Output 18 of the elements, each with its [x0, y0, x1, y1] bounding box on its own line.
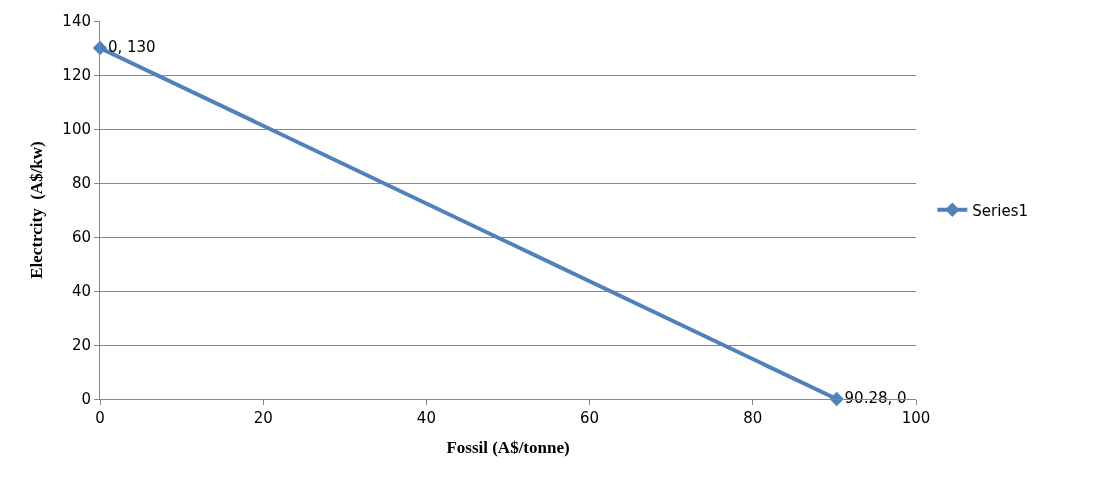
x-tick-label: 40: [416, 409, 436, 427]
legend-label: Series1: [972, 201, 1028, 220]
y-tick-label: 140: [62, 12, 91, 31]
x-tick-label: 20: [253, 409, 273, 427]
x-tick-label: 80: [743, 409, 763, 427]
x-tick-label: 100: [901, 409, 931, 427]
y-tick-label: 120: [62, 66, 91, 85]
y-tick-label: 80: [71, 174, 91, 193]
data-label: 0, 130: [107, 37, 156, 56]
y-tick-label: 0: [81, 390, 91, 409]
x-tick-label: 60: [580, 409, 600, 427]
y-tick-label: 100: [62, 120, 91, 139]
y-tick-label: 20: [71, 336, 91, 355]
y-axis-title: Electrcity (A$/kw): [26, 141, 46, 279]
y-tick-label: 40: [71, 282, 91, 301]
x-tick-label: 0: [95, 409, 105, 427]
y-tick-label: 60: [71, 228, 91, 247]
x-axis-title: Fossil (A$/tonne): [446, 438, 570, 458]
